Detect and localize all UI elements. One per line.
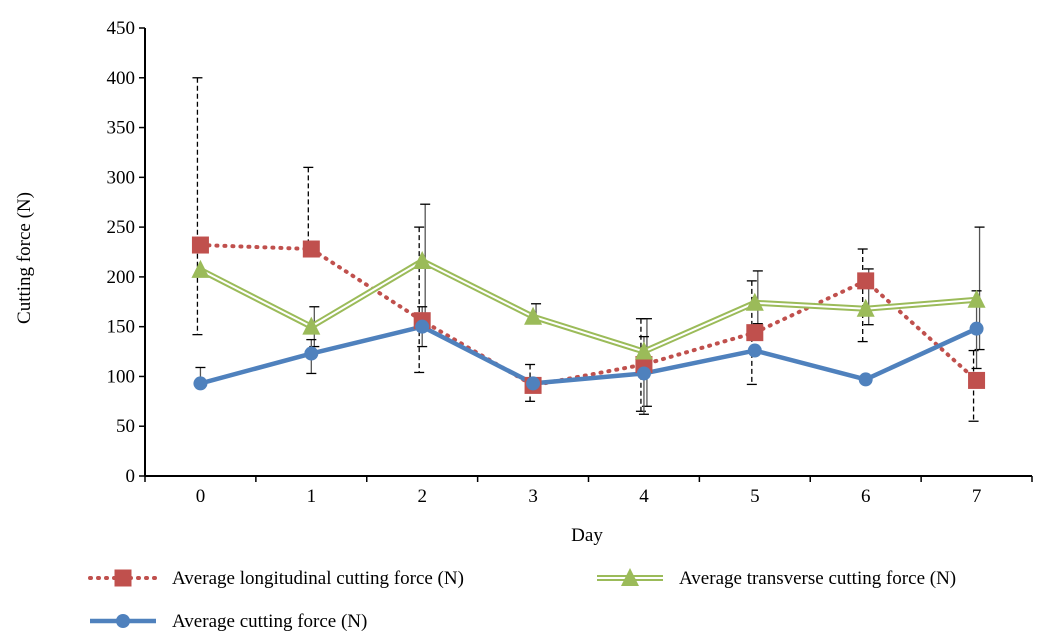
data-point-circle — [526, 376, 541, 391]
data-point-circle — [747, 343, 762, 358]
data-point-circle — [858, 372, 873, 387]
y-tick-label: 100 — [107, 366, 136, 387]
data-point-square — [302, 240, 320, 258]
data-point-circle — [304, 346, 319, 361]
legend-swatch-marker — [621, 568, 639, 586]
legend-label: Average cutting force (N) — [172, 611, 367, 631]
data-point-triangle — [524, 306, 543, 325]
y-tick-label: 300 — [107, 167, 136, 188]
y-tick-label: 200 — [107, 267, 136, 288]
data-point-circle — [969, 321, 984, 336]
x-tick-label: 2 — [417, 486, 427, 507]
y-tick-label: 450 — [107, 18, 136, 39]
legend-item: Average cutting force (N) — [90, 611, 367, 631]
legend-label: Average transverse cutting force (N) — [679, 568, 956, 589]
data-point-square — [746, 324, 764, 342]
y-tick-label: 50 — [116, 416, 135, 437]
data-point-square — [191, 236, 209, 254]
data-point-square — [968, 371, 986, 389]
legend: Average longitudinal cutting force (N) Av… — [88, 568, 956, 631]
data-point-triangle — [302, 316, 321, 335]
x-axis-title: Day — [571, 525, 603, 546]
data-point-triangle — [191, 259, 210, 278]
series-line-transverse-inner — [199, 259, 977, 353]
data-point-circle — [636, 366, 651, 381]
y-tick-label: 0 — [126, 466, 136, 487]
legend-swatch-marker — [116, 614, 130, 628]
x-tick-label: 6 — [861, 486, 871, 507]
data-point-triangle — [745, 292, 764, 311]
x-tick-label: 1 — [307, 486, 317, 507]
y-tick-label: 150 — [107, 317, 136, 338]
x-tick-label: 0 — [196, 486, 206, 507]
y-tick-label: 350 — [107, 118, 136, 139]
legend-item: Average transverse cutting force (N) — [597, 568, 956, 589]
y-axis-title: Cutting force (N) — [14, 192, 35, 324]
series-lines — [198, 243, 979, 388]
data-point-square — [857, 272, 875, 290]
data-point-circle — [415, 319, 430, 334]
data-point-circle — [193, 376, 208, 391]
x-tick-label: 4 — [639, 486, 649, 507]
legend-label: Average longitudinal cutting force (N) — [172, 568, 464, 589]
data-point-triangle — [967, 289, 986, 308]
data-point-triangle — [856, 298, 875, 317]
series-markers — [191, 236, 986, 394]
data-point-triangle — [413, 250, 432, 269]
y-tick-label: 400 — [107, 68, 136, 89]
x-tick-label: 3 — [528, 486, 538, 507]
x-tick-label: 7 — [972, 486, 982, 507]
data-point-triangle — [634, 341, 653, 360]
legend-swatch-marker — [114, 569, 132, 587]
axes: 0 50 100 150 200 250 300 350 400 450 0 1 2 3 4 5 6 7 — [107, 18, 1033, 507]
y-tick-label: 250 — [107, 217, 136, 238]
series-line-average — [199, 324, 978, 386]
legend-item: Average longitudinal cutting force (N) — [88, 568, 464, 589]
x-tick-label: 5 — [750, 486, 760, 507]
